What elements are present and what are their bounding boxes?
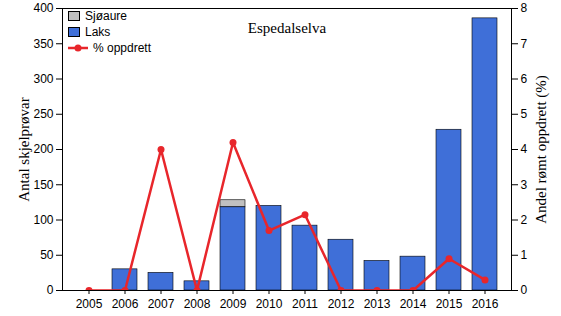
svg-text:2006: 2006 bbox=[112, 297, 139, 311]
svg-text:2011: 2011 bbox=[292, 297, 318, 311]
svg-text:2009: 2009 bbox=[220, 297, 247, 311]
svg-text:400: 400 bbox=[33, 1, 53, 15]
svg-text:Antal skjelprøvar: Antal skjelprøvar bbox=[16, 97, 32, 202]
svg-text:50: 50 bbox=[40, 248, 54, 262]
svg-text:2012: 2012 bbox=[328, 297, 355, 311]
svg-text:2014: 2014 bbox=[400, 297, 427, 311]
svg-text:0: 0 bbox=[47, 283, 54, 297]
svg-text:2015: 2015 bbox=[436, 297, 463, 311]
svg-text:2013: 2013 bbox=[364, 297, 391, 311]
html-text:% oppdrett: % oppdrett bbox=[93, 41, 151, 55]
svg-text:4: 4 bbox=[521, 142, 528, 156]
svg-text:350: 350 bbox=[33, 37, 53, 51]
svg-text:1: 1 bbox=[521, 248, 528, 262]
svg-text:3: 3 bbox=[521, 178, 528, 192]
svg-text:Andel rømt oppdrett (%): Andel rømt oppdrett (%) bbox=[533, 75, 550, 224]
svg-text:300: 300 bbox=[33, 72, 53, 86]
svg-text:2: 2 bbox=[521, 213, 528, 227]
html-text:Sjøaure: Sjøaure bbox=[85, 9, 127, 23]
svg-text:5: 5 bbox=[521, 107, 528, 121]
svg-text:250: 250 bbox=[33, 107, 53, 121]
svg-text:2010: 2010 bbox=[256, 297, 283, 311]
svg-text:200: 200 bbox=[33, 142, 53, 156]
svg-text:2007: 2007 bbox=[148, 297, 175, 311]
svg-text:Espedalselva: Espedalselva bbox=[248, 20, 327, 36]
svg-text:2005: 2005 bbox=[76, 297, 103, 311]
html-text:Laks: Laks bbox=[85, 25, 111, 39]
svg-text:2008: 2008 bbox=[184, 297, 211, 311]
svg-text:0: 0 bbox=[521, 283, 528, 297]
svg-text:100: 100 bbox=[33, 213, 53, 227]
svg-text:150: 150 bbox=[33, 178, 53, 192]
svg-text:8: 8 bbox=[521, 1, 528, 15]
svg-text:2016: 2016 bbox=[472, 297, 499, 311]
svg-text:6: 6 bbox=[521, 72, 528, 86]
svg-text:7: 7 bbox=[521, 37, 528, 51]
